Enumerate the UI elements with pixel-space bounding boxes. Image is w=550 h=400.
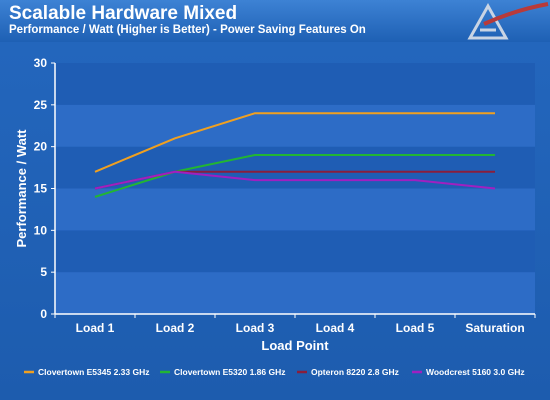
y-axis-label: Performance / Watt [14, 129, 29, 248]
series-line [94, 112, 495, 173]
y-tick-label: 0 [40, 307, 47, 321]
grid-band [55, 104, 535, 147]
x-axis-label: Load Point [261, 338, 329, 353]
logo-icon [467, 2, 549, 40]
x-tick-label: Saturation [465, 321, 524, 335]
y-tick-label: 20 [34, 140, 48, 154]
legend-label: Woodcrest 5160 3.0 GHz [426, 367, 525, 377]
legend-label: Opteron 8220 2.8 GHz [311, 367, 399, 377]
series-line [94, 154, 495, 198]
legend-label: Clovertown E5345 2.33 GHz [38, 367, 150, 377]
y-tick-label: 5 [40, 265, 47, 279]
x-tick-label: Load 2 [156, 321, 195, 335]
header-bar [0, 0, 550, 42]
grid-band [55, 146, 535, 189]
chart-title: Scalable Hardware Mixed [9, 3, 238, 24]
x-tick-label: Load 5 [396, 321, 435, 335]
grid-band [55, 272, 535, 314]
y-tick-label: 15 [34, 182, 48, 196]
y-tick-label: 25 [34, 98, 48, 112]
line-chart: 0 5 10 15 20 25 30 Load 1 Load 2 Load 3 Load 4 Load… [14, 56, 536, 377]
series-line [94, 170, 496, 190]
chart-subtitle: Performance / Watt (Higher is Better) - … [9, 24, 366, 36]
x-tick-label: Load 1 [76, 321, 115, 335]
x-tick-label: Load 3 [236, 321, 275, 335]
grid-band [55, 230, 535, 273]
legend-label: Clovertown E5320 1.86 GHz [174, 367, 286, 377]
y-tick-label: 10 [34, 223, 48, 237]
grid-band [55, 63, 535, 105]
y-tick-label: 30 [34, 56, 48, 70]
x-tick-label: Load 4 [316, 321, 355, 335]
grid-band [55, 188, 535, 231]
